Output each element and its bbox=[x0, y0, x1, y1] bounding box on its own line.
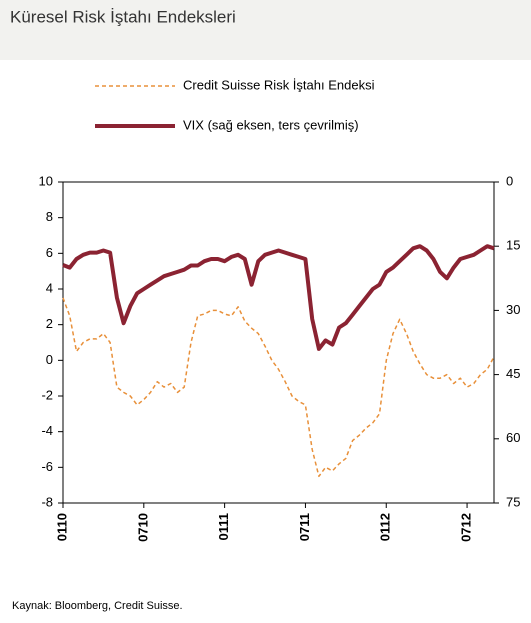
x-tick-label: 0111 bbox=[216, 513, 231, 541]
chart-title: Küresel Risk İştahı Endeksleri bbox=[10, 7, 236, 26]
y-tick-label: 8 bbox=[46, 209, 53, 224]
x-tick-label: 0712 bbox=[459, 513, 474, 542]
series-line bbox=[62, 297, 495, 478]
y2-tick-label: 0 bbox=[506, 173, 513, 188]
y-tick-label: 10 bbox=[39, 173, 53, 188]
y2-tick-label: 75 bbox=[506, 494, 520, 509]
series-line bbox=[62, 244, 495, 351]
y2-tick-label: 60 bbox=[506, 430, 520, 445]
y-tick-label: -6 bbox=[41, 459, 53, 474]
y-tick-label: 6 bbox=[46, 245, 53, 260]
y-tick-label: -8 bbox=[41, 494, 53, 509]
plot-frame bbox=[62, 181, 495, 504]
x-tick-label: 0710 bbox=[135, 513, 150, 542]
y2-tick-label: 15 bbox=[506, 238, 520, 253]
y-tick-label: 4 bbox=[46, 280, 53, 295]
source: Kaynak: Bloomberg, Credit Suisse. bbox=[12, 600, 183, 612]
x-tick-label: 0110 bbox=[54, 513, 69, 541]
x-tick-label: 0711 bbox=[297, 513, 312, 541]
y-tick-label: -2 bbox=[41, 387, 53, 402]
x-tick-label: 0112 bbox=[378, 513, 393, 541]
legend-label: Credit Suisse Risk İştahı Endeksi bbox=[183, 77, 375, 92]
legend-label: VIX (sağ eksen, ters çevrilmiş) bbox=[183, 117, 359, 132]
y-tick-label: 2 bbox=[46, 316, 53, 331]
y2-tick-label: 30 bbox=[506, 302, 520, 317]
y-tick-label: 0 bbox=[46, 352, 53, 367]
y-tick-label: -4 bbox=[41, 423, 53, 438]
y2-tick-label: 45 bbox=[506, 366, 520, 381]
title-band bbox=[0, 0, 531, 60]
